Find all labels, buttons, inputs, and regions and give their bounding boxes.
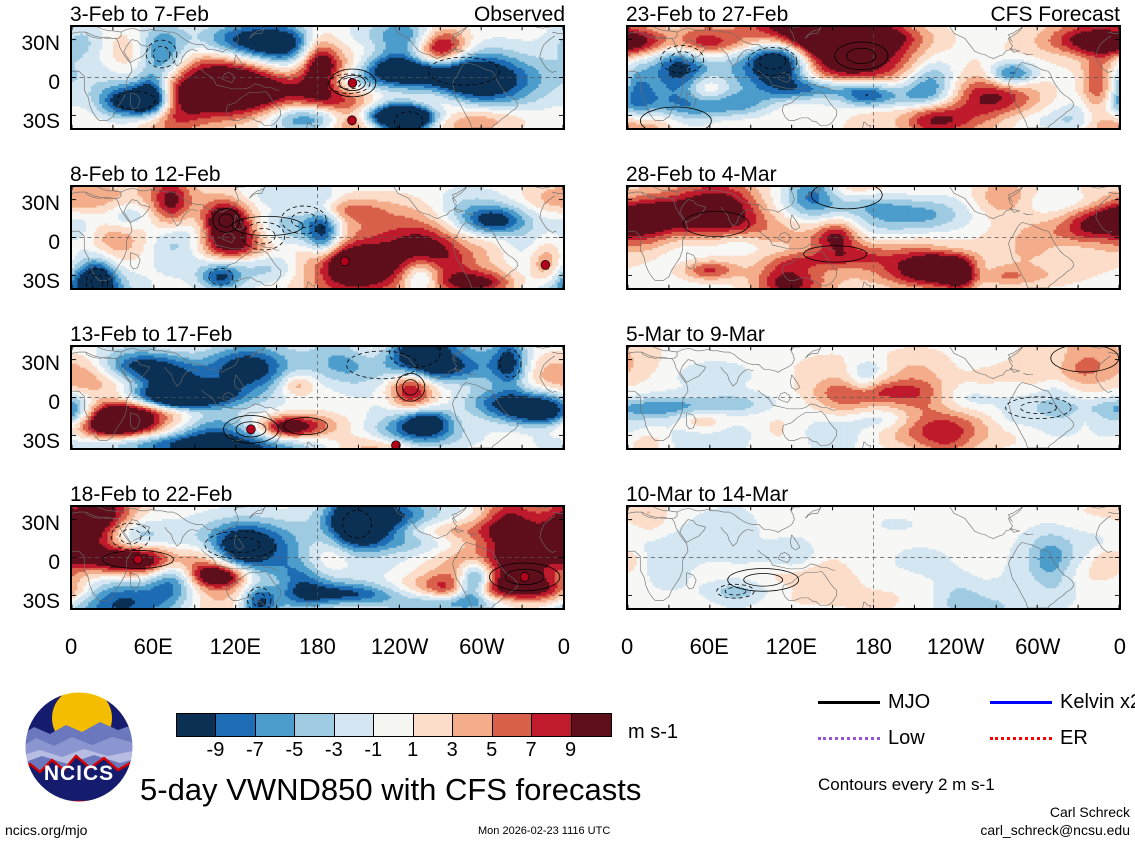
panel-title-fcs-3: 5-Mar to 9-Mar	[626, 324, 765, 345]
colorbar-tick-3: -3	[314, 740, 354, 760]
xtick-left-0: 0	[30, 636, 112, 658]
panel-title-obs-1: 3-Feb to 7-Feb	[70, 4, 209, 25]
main-title: 5-day VWND850 with CFS forecasts	[140, 773, 641, 807]
map-panel-fcs-3[interactable]	[626, 345, 1121, 450]
xtick-right-60w: 60W	[997, 636, 1079, 658]
colorbar-tick-7: 5	[472, 740, 512, 760]
ytick-0-r3: 0	[0, 392, 60, 413]
ncics-logo-text: NCICS	[20, 762, 138, 786]
legend-line-low	[818, 736, 880, 740]
xtick-left-60w: 60W	[441, 636, 523, 658]
ytick-30s-r1: 30S	[0, 111, 60, 132]
panel-title-obs-2: 8-Feb to 12-Feb	[70, 164, 221, 185]
render-timestamp: Mon 2026-02-23 1116 UTC	[478, 825, 610, 838]
xtick-right-120w: 120W	[915, 636, 997, 658]
ytick-30s-r2: 30S	[0, 271, 60, 292]
panel-title-fcs-4: 10-Mar to 14-Mar	[626, 484, 788, 505]
colorbar-tick-2: -5	[274, 740, 314, 760]
colorbar-cell-7	[453, 714, 493, 736]
ytick-30n-r4: 30N	[0, 513, 60, 534]
map-panel-obs-1[interactable]	[70, 25, 565, 130]
colorbar-tick-6: 3	[432, 740, 472, 760]
x-axis-left: 0 60E 120E 180 120W 60W 0	[30, 636, 605, 658]
legend-label-kelvin: Kelvin x2	[1060, 692, 1135, 712]
colorbar-cell-5	[374, 714, 414, 736]
ytick-30s-r3: 30S	[0, 431, 60, 452]
colorbar-tick-0: -9	[195, 740, 235, 760]
xtick-left-180: 180	[276, 636, 358, 658]
logo-graphic	[24, 692, 134, 802]
xtick-right-360: 0	[1079, 636, 1135, 658]
legend-item-er[interactable]: ER	[990, 728, 1088, 748]
panel-title-obs-3: 13-Feb to 17-Feb	[70, 324, 232, 345]
author-name: Carl Schreck	[880, 804, 1130, 821]
legend-label-low: Low	[888, 728, 925, 748]
legend-item-low[interactable]: Low	[818, 728, 925, 748]
colorbar-units-label: m s-1	[628, 722, 678, 742]
colorbar-cell-9	[532, 714, 572, 736]
xtick-right-60e: 60E	[668, 636, 750, 658]
xtick-left-60e: 60E	[112, 636, 194, 658]
colorbar-cell-1	[216, 714, 256, 736]
ytick-30s-r4: 30S	[0, 591, 60, 612]
xtick-left-120e: 120E	[194, 636, 276, 658]
ytick-0-r2: 0	[0, 232, 60, 253]
colorbar-tick-1: -7	[235, 740, 275, 760]
ytick-0-r1: 0	[0, 72, 60, 93]
legend-label-er: ER	[1060, 728, 1088, 748]
xtick-right-120e: 120E	[750, 636, 832, 658]
panel-title-fcs-1: 23-Feb to 27-Feb	[626, 4, 788, 25]
ytick-30n-r3: 30N	[0, 353, 60, 374]
column-header-observed: Observed	[300, 4, 565, 25]
xtick-right-0: 0	[586, 636, 668, 658]
colorbar-cell-6	[413, 714, 454, 736]
contour-note: Contours every 2 m s-1	[818, 775, 995, 794]
colorbar-cell-2	[255, 714, 296, 736]
site-url[interactable]: ncics.org/mjo	[5, 823, 87, 837]
ytick-30n-r2: 30N	[0, 193, 60, 214]
colorbar-cell-10	[571, 714, 611, 736]
colorbar-tick-5: 1	[393, 740, 433, 760]
panel-title-obs-4: 18-Feb to 22-Feb	[70, 484, 232, 505]
panel-title-fcs-2: 28-Feb to 4-Mar	[626, 164, 777, 185]
map-panel-obs-4[interactable]	[70, 505, 565, 610]
colorbar-tick-4: -1	[353, 740, 393, 760]
colorbar[interactable]	[176, 713, 612, 737]
legend-line-mjo	[818, 700, 880, 704]
map-panel-fcs-4[interactable]	[626, 505, 1121, 610]
colorbar-tick-8: 7	[511, 740, 551, 760]
xtick-left-120w: 120W	[359, 636, 441, 658]
ytick-0-r4: 0	[0, 552, 60, 573]
legend-item-kelvin[interactable]: Kelvin x2	[990, 692, 1135, 712]
legend-line-er	[990, 736, 1052, 740]
xtick-left-360: 0	[523, 636, 605, 658]
map-panel-fcs-2[interactable]	[626, 185, 1121, 290]
colorbar-cell-8	[492, 714, 533, 736]
legend-label-mjo: MJO	[888, 692, 930, 712]
legend-line-kelvin	[990, 700, 1052, 704]
ytick-30n-r1: 30N	[0, 33, 60, 54]
column-header-cfs-forecast: CFS Forecast	[860, 4, 1120, 25]
map-panel-obs-2[interactable]	[70, 185, 565, 290]
ncics-logo[interactable]: NCICS	[20, 692, 138, 802]
colorbar-tick-9: 9	[551, 740, 591, 760]
map-panel-fcs-1[interactable]	[626, 25, 1121, 130]
colorbar-cell-3	[295, 714, 335, 736]
author-email: carl_schreck@ncsu.edu	[880, 822, 1130, 839]
x-axis-right: 0 60E 120E 180 120W 60W 0	[586, 636, 1135, 658]
legend-item-mjo[interactable]: MJO	[818, 692, 930, 712]
colorbar-cell-0	[177, 714, 217, 736]
xtick-right-180: 180	[832, 636, 914, 658]
map-panel-obs-3[interactable]	[70, 345, 565, 450]
colorbar-cell-4	[334, 714, 375, 736]
